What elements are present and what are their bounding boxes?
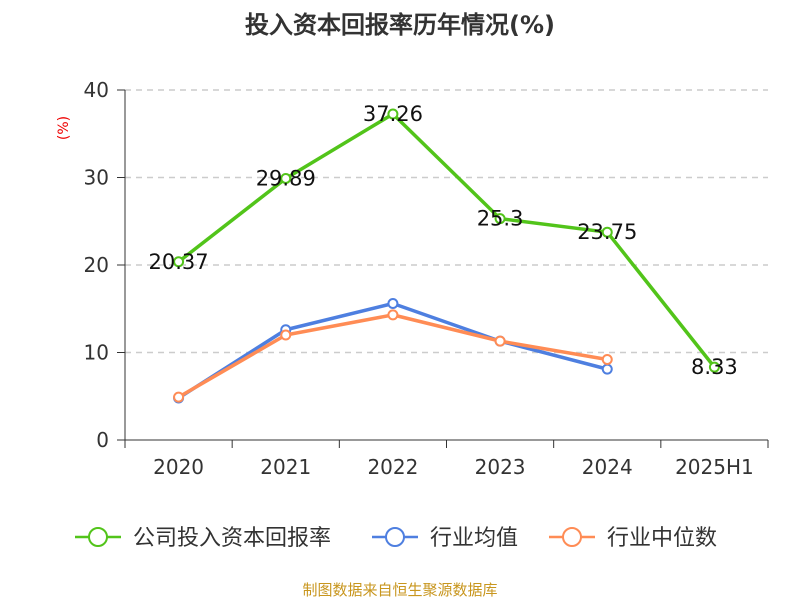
- data-label: 8.33: [691, 355, 738, 379]
- data-point: [173, 256, 185, 268]
- legend-item: 行业中位数: [549, 526, 717, 551]
- x-tick-label: 2020: [153, 455, 204, 479]
- data-point: [280, 329, 292, 341]
- legend-marker: [562, 527, 582, 547]
- data-label: 29.89: [256, 166, 316, 190]
- chart-title: 投入资本回报率历年情况(%): [245, 11, 555, 39]
- legend-marker: [385, 527, 405, 547]
- data-label: 20.37: [149, 250, 209, 274]
- legend-label: 公司投入资本回报率: [133, 526, 331, 551]
- data-label: 37.26: [363, 102, 423, 126]
- data-point: [494, 335, 506, 347]
- data-point: [601, 363, 613, 375]
- series-line: [177, 112, 716, 369]
- data-label: 23.75: [577, 220, 637, 244]
- data-point: [601, 354, 613, 365]
- data-point: [173, 391, 185, 403]
- data-point: [494, 213, 506, 225]
- data-point: [387, 108, 399, 120]
- legend-label: 行业中位数: [607, 526, 717, 551]
- source-note: 制图数据来自恒生聚源数据库: [302, 581, 497, 599]
- x-tick-label: 2022: [367, 455, 418, 479]
- legend-label: 行业均值: [430, 526, 518, 551]
- y-tick-label: 10: [84, 341, 109, 365]
- x-tick-label: 2024: [582, 455, 633, 479]
- legend-item: 公司投入资本回报率: [75, 526, 331, 551]
- x-tick-label: 2021: [260, 455, 311, 479]
- data-point: [280, 172, 292, 184]
- x-tick-label: 2023: [475, 455, 526, 479]
- data-point: [387, 309, 399, 321]
- y-tick-label: 0: [96, 428, 109, 452]
- series-2: [173, 309, 613, 403]
- y-tick-label: 40: [84, 78, 109, 102]
- y-tick-label: 20: [84, 253, 109, 277]
- data-point: [601, 226, 613, 238]
- x-tick-label: 2025H1: [675, 455, 754, 479]
- legend-marker: [88, 527, 108, 547]
- data-point: [387, 298, 399, 309]
- y-tick-label: 30: [84, 166, 109, 190]
- data-label: 25.3: [477, 207, 524, 231]
- series-0: 20.37 29.89 37.26 25.3 23.75 8.33: [149, 102, 738, 379]
- y-axis-label: (%): [56, 116, 72, 140]
- data-point: [708, 361, 720, 373]
- legend-item: 行业均值: [372, 526, 518, 551]
